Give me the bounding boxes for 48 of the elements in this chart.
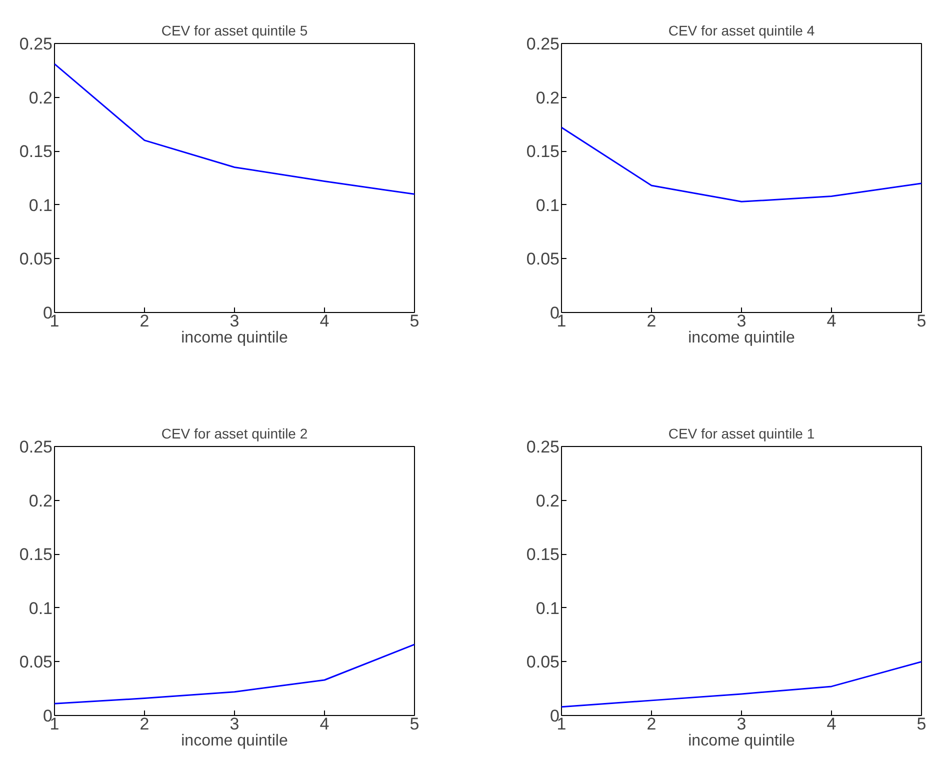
y-tick-label: 0.05 — [19, 652, 53, 672]
x-tick-label: 3 — [736, 312, 746, 330]
y-tick-label: 0.15 — [526, 142, 560, 162]
x-tick-label: 4 — [320, 312, 330, 330]
x-axis-title: income quintile — [688, 330, 795, 346]
y-tick-label: 0.2 — [28, 88, 53, 108]
y-tick-label: 0.05 — [526, 652, 560, 672]
x-tick-label: 5 — [410, 714, 420, 734]
y-tick-label: 0 — [550, 706, 560, 726]
x-tick-label: 3 — [736, 714, 746, 734]
x-tick-label: 3 — [230, 312, 240, 330]
y-tick-label: 0.2 — [536, 88, 560, 108]
y-tick-label: 0.05 — [526, 250, 560, 269]
chart-title: CEV for asset quintile 4 — [668, 22, 815, 38]
y-tick-label: 0.2 — [536, 491, 560, 510]
x-axis-title: income quintile — [181, 732, 288, 750]
x-tick-label: 5 — [916, 714, 926, 734]
y-tick-label: 0.25 — [19, 438, 53, 456]
x-tick-label: 2 — [646, 714, 656, 734]
x-axis-title: income quintile — [181, 330, 288, 346]
x-tick-label: 2 — [140, 312, 150, 330]
y-tick-label: 0.1 — [28, 598, 53, 618]
x-tick-label: 4 — [320, 714, 330, 734]
x-tick-label: 5 — [916, 312, 926, 330]
y-tick-label: 0.1 — [28, 196, 53, 215]
y-tick-label: 0.25 — [526, 34, 560, 54]
chart-title: CEV for asset quintile 2 — [161, 426, 308, 442]
x-tick-label: 2 — [646, 312, 656, 330]
y-tick-label: 0.15 — [19, 545, 53, 564]
y-tick-label: 0.15 — [19, 142, 53, 162]
x-axis-title: income quintile — [688, 732, 795, 750]
y-tick-label: 0.1 — [536, 196, 560, 215]
y-tick-label: 0.25 — [19, 34, 53, 54]
x-tick-label: 5 — [410, 312, 420, 330]
y-tick-label: 0 — [43, 304, 53, 322]
y-tick-label: 0.2 — [28, 491, 53, 510]
x-tick-label: 4 — [826, 714, 836, 734]
y-tick-label: 0.05 — [19, 250, 53, 269]
chart-title: CEV for asset quintile 5 — [161, 22, 308, 38]
y-tick-label: 0.1 — [536, 598, 560, 618]
y-tick-label: 0.15 — [526, 545, 560, 564]
x-tick-label: 4 — [826, 312, 836, 330]
y-tick-label: 0 — [550, 304, 560, 322]
x-tick-label: 3 — [230, 714, 240, 734]
y-tick-label: 0 — [43, 706, 53, 726]
y-tick-label: 0.25 — [526, 438, 560, 456]
x-tick-label: 2 — [140, 714, 150, 734]
chart-title: CEV for asset quintile 1 — [668, 426, 815, 442]
